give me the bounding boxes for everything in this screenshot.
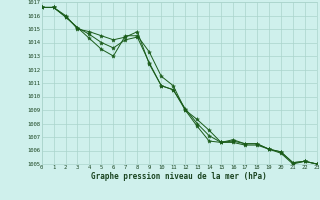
X-axis label: Graphe pression niveau de la mer (hPa): Graphe pression niveau de la mer (hPa)	[91, 172, 267, 181]
